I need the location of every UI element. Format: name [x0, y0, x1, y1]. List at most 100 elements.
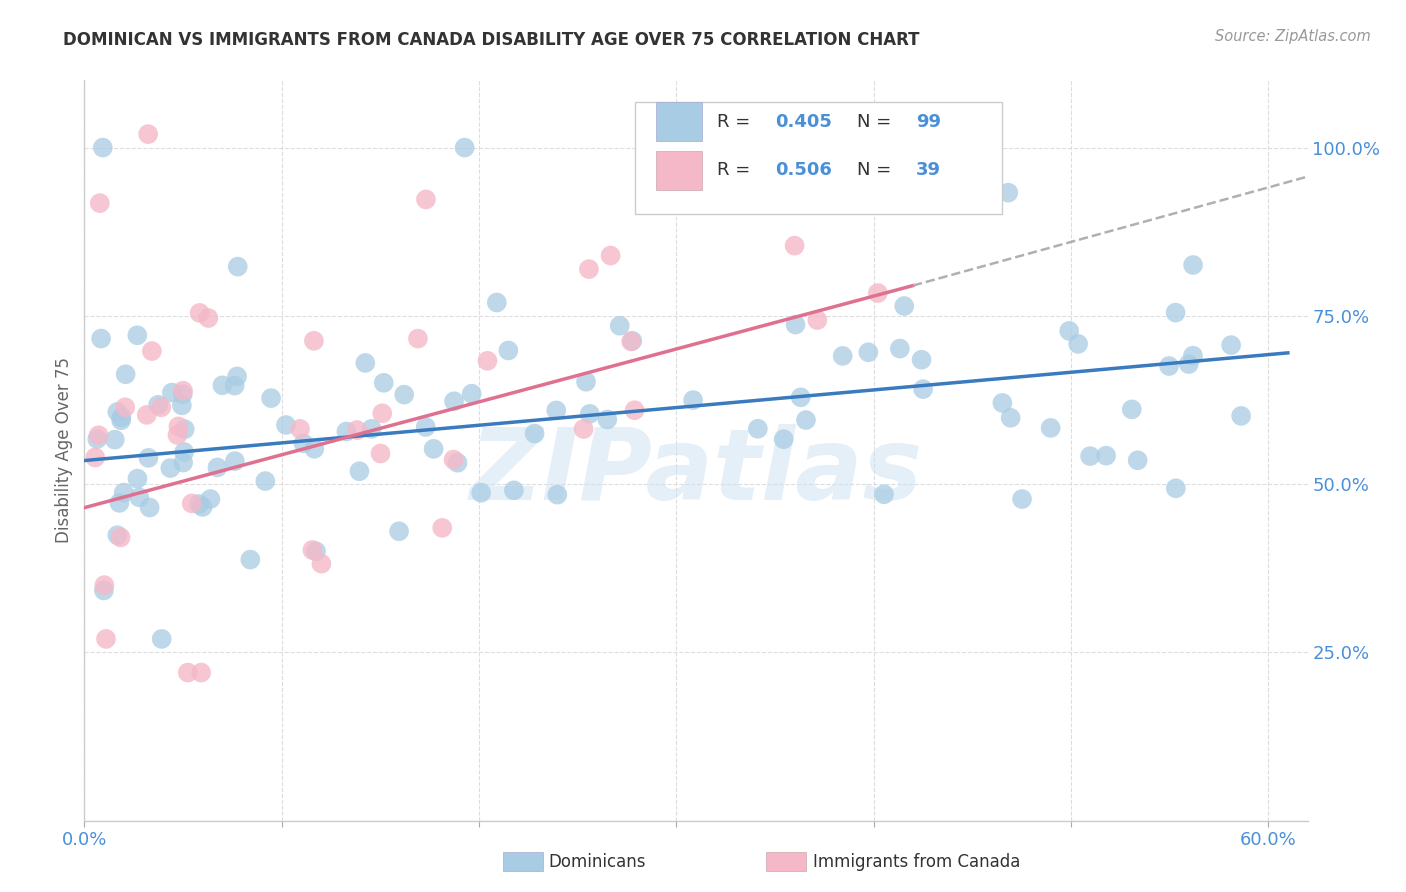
Point [371, 406, 394, 420]
Point [1164, 305, 1187, 319]
Point [1230, 409, 1253, 423]
Point [415, 193, 437, 207]
Text: Dominicans: Dominicans [548, 853, 645, 871]
Point [461, 386, 484, 401]
Point [170, 398, 193, 412]
Point [1078, 449, 1101, 463]
Point [226, 260, 249, 274]
Point [93, 578, 115, 592]
Point [572, 422, 595, 436]
Text: Source: ZipAtlas.com: Source: ZipAtlas.com [1215, 29, 1371, 44]
Point [224, 378, 246, 392]
FancyBboxPatch shape [636, 103, 1002, 213]
Point [150, 401, 173, 415]
Point [200, 491, 222, 506]
Point [1067, 337, 1090, 351]
Point [226, 369, 249, 384]
Point [578, 407, 600, 421]
Point [477, 353, 499, 368]
Point [110, 413, 132, 427]
Point [1164, 481, 1187, 495]
Point [866, 286, 889, 301]
Point [89, 196, 111, 211]
Point [104, 433, 127, 447]
Point [1039, 421, 1062, 435]
Point [127, 472, 149, 486]
Text: 99: 99 [917, 112, 941, 131]
Point [432, 521, 454, 535]
Point [997, 186, 1019, 200]
Point [311, 557, 333, 571]
Point [346, 423, 368, 437]
Point [86, 432, 108, 446]
Point [305, 544, 328, 558]
Point [304, 442, 326, 456]
Point [596, 412, 619, 426]
Point [623, 403, 645, 417]
FancyBboxPatch shape [655, 103, 702, 141]
Point [453, 140, 475, 154]
Point [172, 387, 194, 401]
Point [254, 474, 277, 488]
Point [128, 491, 150, 505]
Text: N =: N = [858, 112, 897, 131]
Point [470, 485, 492, 500]
Point [274, 417, 297, 432]
Point [150, 632, 173, 646]
Point [831, 349, 853, 363]
Point [301, 543, 323, 558]
Text: N =: N = [858, 161, 897, 179]
Text: Immigrants from Canada: Immigrants from Canada [813, 853, 1019, 871]
Point [502, 483, 524, 498]
Point [211, 378, 233, 392]
Point [136, 127, 159, 141]
Point [108, 496, 131, 510]
Point [785, 318, 807, 332]
Point [1157, 359, 1180, 373]
Point [173, 422, 195, 436]
Point [1011, 491, 1033, 506]
Point [1177, 357, 1199, 371]
Point [910, 352, 932, 367]
Point [260, 391, 283, 405]
Point [1182, 258, 1205, 272]
Text: 0.506: 0.506 [776, 161, 832, 179]
Point [114, 401, 136, 415]
Text: DOMINICAN VS IMMIGRANTS FROM CANADA DISABILITY AGE OVER 75 CORRELATION CHART: DOMINICAN VS IMMIGRANTS FROM CANADA DISA… [63, 31, 920, 49]
Point [858, 345, 880, 359]
Point [127, 328, 149, 343]
Point [188, 306, 211, 320]
Point [578, 262, 600, 277]
Point [239, 552, 262, 566]
Point [388, 524, 411, 539]
Point [93, 583, 115, 598]
Point [138, 450, 160, 465]
Point [354, 356, 377, 370]
Point [772, 432, 794, 446]
Point [747, 422, 769, 436]
Point [1126, 453, 1149, 467]
Point [443, 394, 465, 409]
Point [166, 428, 188, 442]
Point [159, 461, 181, 475]
Point [302, 334, 325, 348]
Point [172, 456, 194, 470]
Point [207, 460, 229, 475]
Point [1121, 402, 1143, 417]
Point [90, 332, 112, 346]
Point [224, 454, 246, 468]
Point [370, 446, 392, 460]
Point [112, 485, 135, 500]
Point [141, 344, 163, 359]
Point [349, 464, 371, 478]
Point [446, 456, 468, 470]
Point [523, 426, 546, 441]
Point [575, 375, 598, 389]
Point [415, 420, 437, 434]
Point [783, 238, 806, 252]
Point [197, 311, 219, 326]
Point [546, 488, 568, 502]
Point [91, 140, 114, 154]
Point [546, 403, 568, 417]
Point [620, 334, 643, 349]
